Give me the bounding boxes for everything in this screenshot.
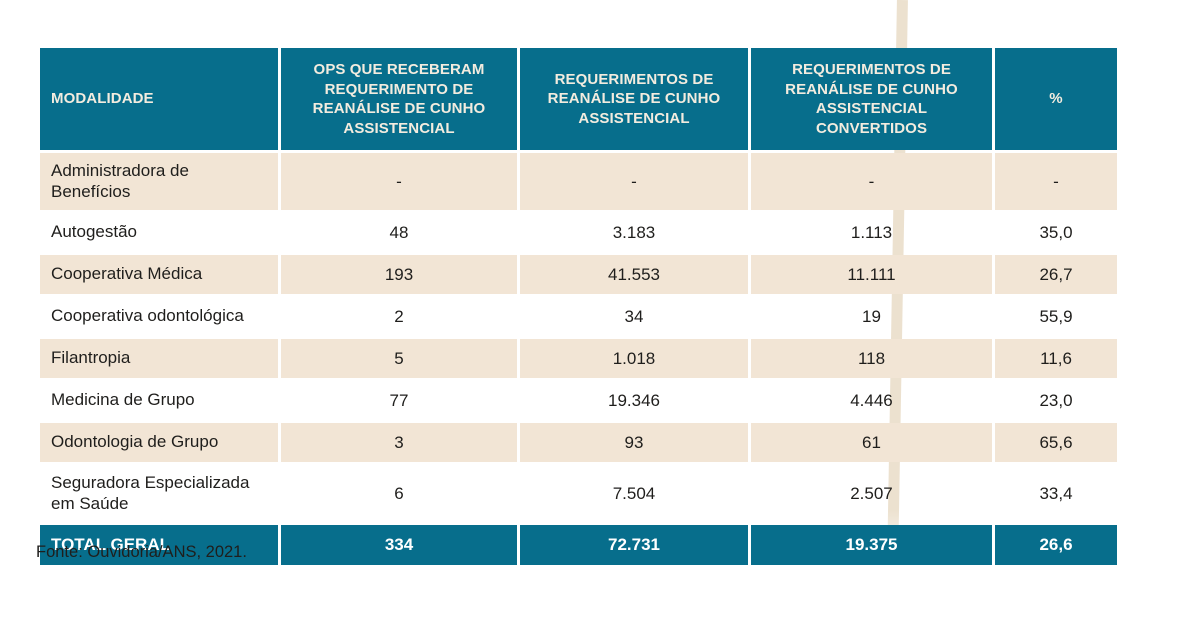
column-header-percent: % [995, 48, 1117, 150]
ops-cell: 193 [281, 255, 517, 294]
requests-cell: 1.018 [520, 339, 748, 378]
column-header-modalidade: MODALIDADE [40, 48, 278, 150]
total-row: TOTAL GERAL 334 72.731 19.375 26,6 [40, 525, 1117, 565]
modalidade-data-table: MODALIDADE OPS QUE RECEBERAM REQUERIMENT… [37, 45, 1120, 568]
modality-cell: Filantropia [40, 339, 278, 378]
pct-cell: 35,0 [1039, 222, 1073, 242]
pct-cell: 11,6 [995, 339, 1117, 378]
total-converted-cell: 19.375 [751, 525, 992, 565]
ops-cell: 5 [281, 339, 517, 378]
pct-cell: 65,6 [995, 423, 1117, 462]
requests-cell: 3.183 [612, 222, 656, 242]
modality-cell: Medicina de Grupo [51, 390, 195, 410]
total-requests-cell: 72.731 [520, 525, 748, 565]
total-pct-cell: 26,6 [995, 525, 1117, 565]
requests-cell: 34 [624, 306, 644, 326]
ops-cell: 48 [389, 222, 409, 242]
ops-cell: 77 [389, 390, 409, 410]
modality-cell: Cooperativa odontológica [51, 306, 244, 326]
table-row: Odontologia de Grupo 3 93 61 65,6 [40, 423, 1117, 462]
converted-cell: 11.111 [751, 255, 992, 294]
converted-cell: 1.113 [850, 222, 893, 242]
requests-cell: - [520, 153, 748, 210]
ops-cell: 6 [394, 483, 404, 503]
requests-cell: 41.553 [520, 255, 748, 294]
converted-cell: 118 [751, 339, 992, 378]
modality-cell: Administradora de Benefícios [40, 153, 278, 210]
pct-cell: 26,7 [995, 255, 1117, 294]
table-row: Filantropia 5 1.018 118 11,6 [40, 339, 1117, 378]
requests-cell: 93 [520, 423, 748, 462]
requests-cell: 19.346 [608, 390, 660, 410]
requests-cell: 7.504 [612, 483, 656, 503]
column-header-ops-receberam: OPS QUE RECEBERAM REQUERIMENTO DE REANÁL… [281, 48, 517, 150]
table-row: Cooperativa odontológica 2 34 19 55,9 [40, 297, 1117, 336]
converted-cell: 4.446 [850, 390, 893, 410]
converted-cell: 61 [751, 423, 992, 462]
source-note: Fonte: Ouvidoria/ANS, 2021. [36, 543, 247, 561]
column-header-requerimentos: REQUERIMENTOS DE REANÁLISE DE CUNHO ASSI… [520, 48, 748, 150]
modality-cell: Cooperativa Médica [40, 255, 278, 294]
modality-cell: Odontologia de Grupo [40, 423, 278, 462]
ops-cell: 3 [281, 423, 517, 462]
ops-cell: - [281, 153, 517, 210]
pct-cell: 55,9 [1039, 306, 1073, 326]
table-row: Cooperativa Médica 193 41.553 11.111 26,… [40, 255, 1117, 294]
ops-cell: 2 [394, 306, 404, 326]
converted-cell: - [751, 153, 992, 210]
column-header-convertidos: REQUERIMENTOS DE REANÁLISE DE CUNHO ASSI… [751, 48, 992, 150]
table-row: Administradora de Benefícios - - - - [40, 153, 1117, 210]
converted-cell: 19 [862, 306, 881, 326]
total-ops-cell: 334 [281, 525, 517, 565]
pct-cell: 23,0 [1039, 390, 1073, 410]
table-row: Seguradora Especializada em Saúde 6 7.50… [40, 465, 1117, 522]
total-label-cell: TOTAL GERAL [40, 525, 278, 565]
modality-cell: Seguradora Especializada em Saúde [51, 472, 250, 513]
modality-cell: Autogestão [51, 222, 138, 242]
table-row: Autogestão 48 3.183 1.113 35,0 [40, 213, 1117, 252]
pct-cell: 33,4 [1039, 483, 1073, 503]
header-row: MODALIDADE OPS QUE RECEBERAM REQUERIMENT… [40, 48, 1117, 150]
table-row: Medicina de Grupo 77 19.346 4.446 23,0 [40, 381, 1117, 420]
converted-cell: 2.507 [850, 483, 893, 503]
pct-cell: - [995, 153, 1117, 210]
table-body: Administradora de Benefícios - - - - Aut… [40, 153, 1117, 565]
table-header: MODALIDADE OPS QUE RECEBERAM REQUERIMENT… [40, 48, 1117, 150]
